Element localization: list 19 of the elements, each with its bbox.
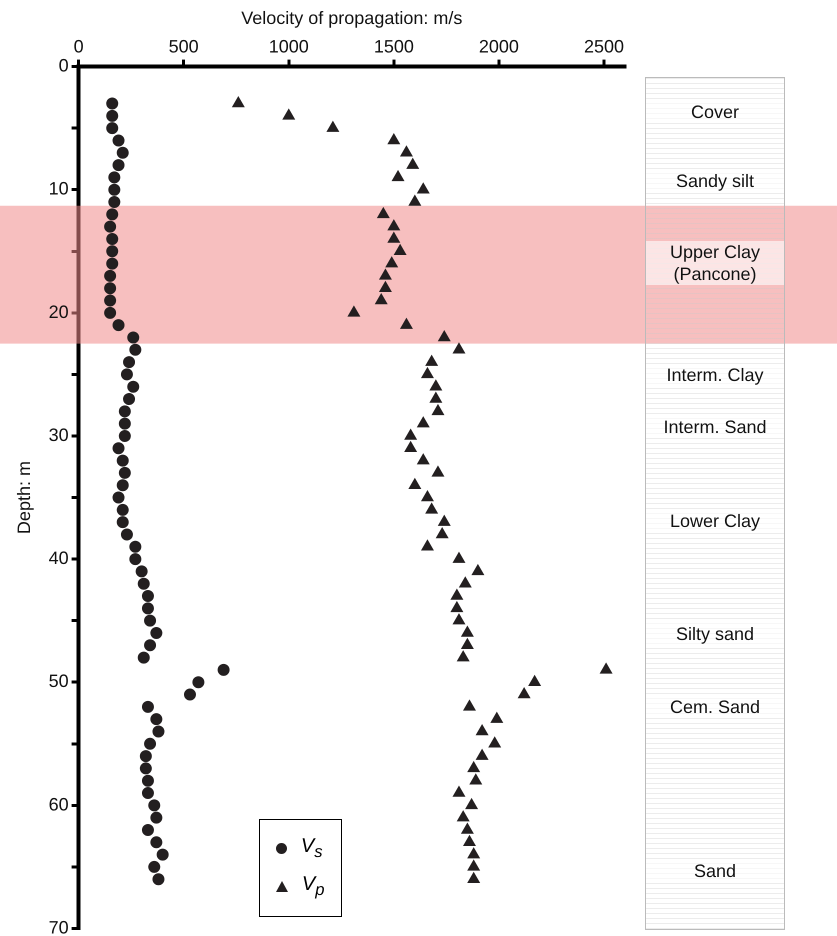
soil-column: Cover Sandy silt Upper Clay (Pancone) Interm. Clay Interm. Sand Lower Clay Silty sand Cem. Sand Sand xyxy=(645,76,785,930)
x-tick-label: 2500 xyxy=(584,36,624,57)
x-tick-label: 2000 xyxy=(478,36,519,57)
x-axis-title: Velocity of propagation: m/s xyxy=(241,8,462,28)
y-tick-label: 10 xyxy=(48,178,69,199)
legend-label: V$_{p}$ xyxy=(302,873,325,900)
y-tick-label: 30 xyxy=(48,424,69,445)
y-axis-title: Depth: m xyxy=(14,461,34,534)
y-tick-label: 20 xyxy=(48,302,69,322)
legend-label: V$_{s}$ xyxy=(300,835,323,862)
y-tick-label: 60 xyxy=(48,794,69,814)
x-tick-label: 1000 xyxy=(268,36,309,57)
y-tick-label: 50 xyxy=(48,671,69,692)
x-tick-label: 1500 xyxy=(374,36,414,57)
y-tick-label: 70 xyxy=(48,917,69,936)
y-tick-label: 0 xyxy=(58,56,69,76)
x-tick-label: 0 xyxy=(74,36,84,57)
y-tick-label: 40 xyxy=(48,548,69,568)
x-tick-label: 500 xyxy=(168,36,199,57)
